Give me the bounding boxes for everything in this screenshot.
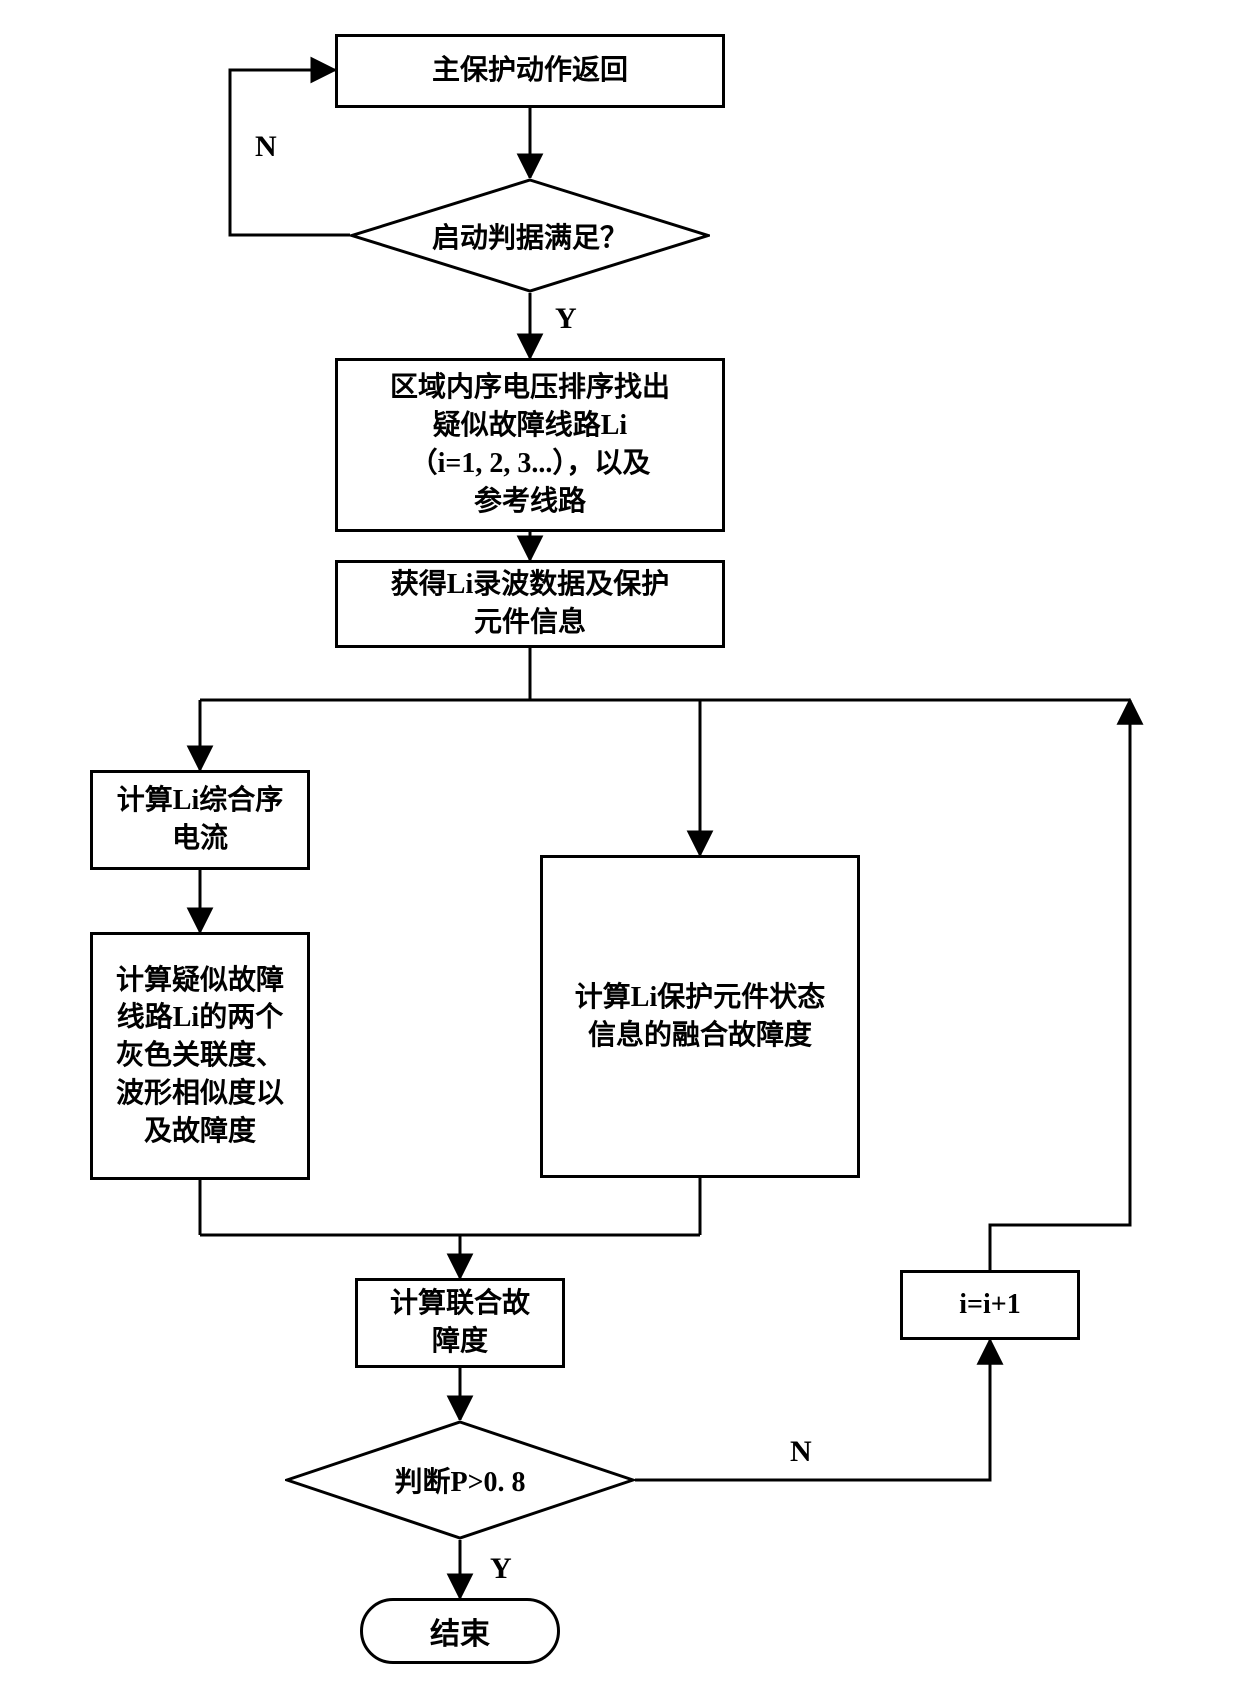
process-find-suspect-lines: 区域内序电压排序找出 疑似故障线路Li （i=1, 2, 3...），以及 参考… [335, 358, 725, 532]
label-n2-yes: Y [555, 302, 577, 336]
terminator-end: 结束 [360, 1598, 560, 1664]
node-text: 计算Li保护元件状态 信息的融合故障度 [575, 979, 825, 1055]
node-text: 启动判据满足？ [432, 216, 628, 256]
label-n2-no: N [255, 130, 277, 164]
decision-p-gt-08: 判断P>0. 8 [285, 1420, 635, 1540]
process-compute-seq-current: 计算Li综合序 电流 [90, 770, 310, 870]
node-text: 计算Li综合序 电流 [117, 782, 283, 858]
process-main-protect-return: 主保护动作返回 [335, 34, 725, 108]
node-text: 获得Li录波数据及保护 元件信息 [391, 566, 669, 642]
label-n9-yes: Y [490, 1552, 512, 1586]
node-text: 主保护动作返回 [432, 52, 628, 90]
process-compute-fusion-fault: 计算Li保护元件状态 信息的融合故障度 [540, 855, 860, 1178]
node-text: 计算疑似故障 线路Li的两个 灰色关联度、 波形相似度以 及故障度 [116, 962, 284, 1151]
node-text: 区域内序电压排序找出 疑似故障线路Li （i=1, 2, 3...），以及 参考… [390, 369, 670, 520]
process-get-li-data: 获得Li录波数据及保护 元件信息 [335, 560, 725, 648]
label-n9-no: N [790, 1435, 812, 1469]
process-increment-i: i=i+1 [900, 1270, 1080, 1340]
process-compute-grey-relation: 计算疑似故障 线路Li的两个 灰色关联度、 波形相似度以 及故障度 [90, 932, 310, 1180]
decision-start-criteria: 启动判据满足？ [350, 178, 710, 293]
node-text: 结束 [430, 1609, 490, 1653]
node-text: 计算联合故 障度 [390, 1285, 530, 1361]
node-text: 判断P>0. 8 [394, 1460, 525, 1500]
node-text: i=i+1 [959, 1286, 1020, 1324]
process-compute-joint-fault: 计算联合故 障度 [355, 1278, 565, 1368]
